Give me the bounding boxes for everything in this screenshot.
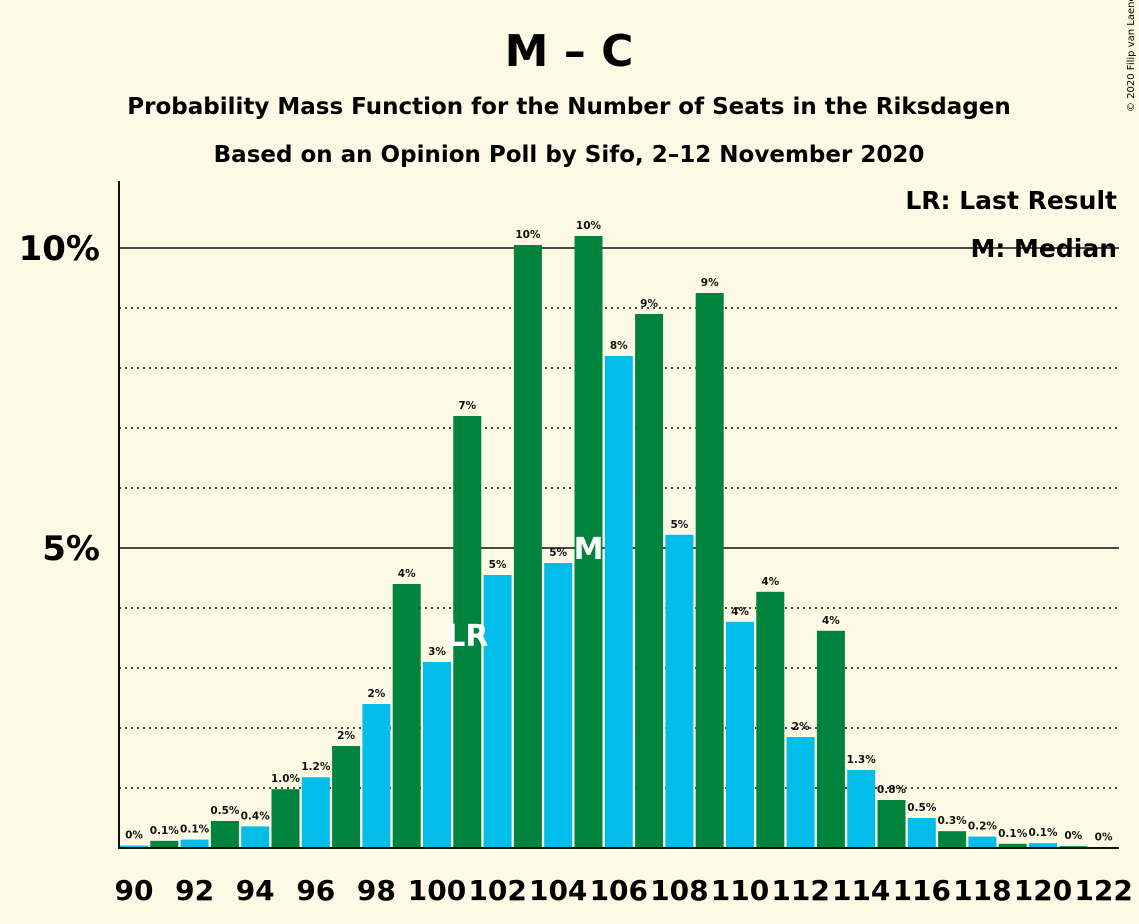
bar-label-90: 0% — [125, 830, 143, 842]
bar-label-105: 10% — [576, 220, 602, 232]
bar-label-111: 4% — [761, 576, 779, 588]
bar-label-112: 2% — [792, 721, 810, 733]
bar-98 — [362, 704, 391, 848]
bar-label-99: 4% — [398, 568, 416, 580]
bar-93 — [210, 821, 239, 848]
bar-113 — [816, 630, 845, 848]
bar-label-96: 1.2% — [301, 761, 331, 773]
bar-104 — [544, 563, 573, 848]
bar-label-98: 2% — [367, 688, 385, 700]
x-tick-label: 108 — [650, 874, 708, 907]
bar-114 — [847, 770, 876, 848]
bar-label-116: 0.5% — [907, 802, 937, 814]
bar-label-114: 1.3% — [847, 754, 877, 766]
chart-title: M – C — [505, 26, 634, 77]
bar-label-119: 0.1% — [998, 828, 1028, 840]
bar-96 — [301, 777, 330, 848]
x-tick-labels: 90 92 94 96 98 100 102 104 106 108 110 112 114 116 118… — [115, 874, 1133, 907]
chart-subtitle-2: Based on an Opinion Poll by Sifo, 2–12 N… — [214, 142, 925, 168]
bar-label-91: 0.1% — [150, 825, 180, 837]
y-tick-label: 10% — [19, 229, 100, 269]
bar-102 — [483, 575, 512, 848]
bar-label-103: 10% — [515, 229, 541, 241]
x-tick-label: 92 — [175, 874, 214, 907]
x-tick-label: 122 — [1074, 874, 1132, 907]
bar-label-107: 9% — [640, 298, 658, 310]
x-tick-label: 98 — [357, 874, 396, 907]
bar-label-101: 7% — [458, 400, 476, 412]
chart-subtitle-1: Probability Mass Function for the Number… — [127, 94, 1010, 120]
bar-label-97: 2% — [337, 730, 355, 742]
bar-label-100: 3% — [428, 646, 446, 658]
bar-label-121: 0% — [1064, 830, 1082, 842]
bar-label-108: 5% — [670, 519, 688, 531]
bar-118 — [968, 836, 997, 848]
bar-label-115: 0.8% — [877, 784, 907, 796]
bar-95 — [271, 789, 300, 848]
bar-label-93: 0.5% — [210, 805, 240, 817]
bar-111 — [756, 591, 785, 848]
bar-106 — [604, 356, 633, 848]
bar-99 — [392, 584, 421, 848]
markers: LR M — [446, 532, 603, 654]
bar-91 — [150, 840, 179, 848]
bar-label-113: 4% — [822, 615, 840, 627]
bar-103 — [513, 245, 542, 848]
x-tick-label: 120 — [1014, 874, 1072, 907]
bar-label-109: 9% — [701, 277, 719, 289]
bar-90 — [120, 845, 148, 848]
bar-label-95: 1.0% — [271, 773, 301, 785]
x-tick-label: 96 — [296, 874, 335, 907]
bar-120 — [1029, 843, 1057, 848]
bar-110 — [726, 621, 754, 848]
bar-labels: 0% 0.1% 0.1%0.5% 0.4%1.0%1.2%2%2%4%3%7%5%10… — [125, 220, 1113, 843]
median-marker: M — [574, 532, 604, 567]
x-tick-label: 112 — [771, 874, 829, 907]
last-result-marker: LR — [446, 619, 488, 654]
bar-label-117: 0.3% — [938, 815, 968, 827]
x-tick-label: 102 — [468, 874, 526, 907]
bar-label-104: 5% — [549, 547, 567, 559]
bar-109 — [695, 293, 724, 848]
x-tick-label: 106 — [590, 874, 648, 907]
x-tick-label: 116 — [893, 874, 951, 907]
bar-label-106: 8% — [610, 340, 628, 352]
bar-label-94: 0.4% — [241, 810, 271, 822]
x-tick-label: 118 — [953, 874, 1011, 907]
x-tick-label: 100 — [408, 874, 466, 907]
bar-112 — [786, 737, 815, 848]
bar-label-102: 5% — [489, 559, 507, 571]
bar-105 — [574, 236, 603, 848]
copyright-notice: © 2020 Filip van Laenen — [1126, 0, 1137, 112]
bar-label-110: 4% — [731, 606, 749, 618]
bar-116 — [907, 818, 936, 848]
bar-97 — [332, 746, 361, 848]
bar-115 — [877, 800, 906, 848]
x-tick-label: 114 — [832, 874, 890, 907]
bar-108 — [665, 534, 694, 848]
bar-92 — [180, 839, 209, 848]
bar-label-122: 0% — [1095, 831, 1113, 843]
bar-label-92: 0.1% — [180, 824, 210, 836]
bar-119 — [998, 843, 1027, 848]
bar-label-118: 0.2% — [968, 821, 998, 833]
bar-94 — [241, 826, 270, 848]
bar-label-120: 0.1% — [1028, 827, 1058, 839]
bar-101 — [453, 416, 482, 848]
y-tick-label: 5% — [42, 529, 100, 569]
bar-117 — [938, 831, 967, 848]
x-tick-label: 90 — [115, 874, 154, 907]
x-tick-label: 94 — [236, 874, 275, 907]
legend-median: M: Median — [970, 234, 1117, 263]
x-tick-label: 104 — [529, 874, 587, 907]
y-tick-labels: 5% 10% — [19, 229, 100, 569]
bars — [120, 236, 1118, 848]
bar-107 — [635, 314, 664, 848]
legend-last-result: LR: Last Result — [905, 186, 1117, 215]
bar-100 — [423, 662, 451, 848]
x-tick-label: 110 — [711, 874, 769, 907]
